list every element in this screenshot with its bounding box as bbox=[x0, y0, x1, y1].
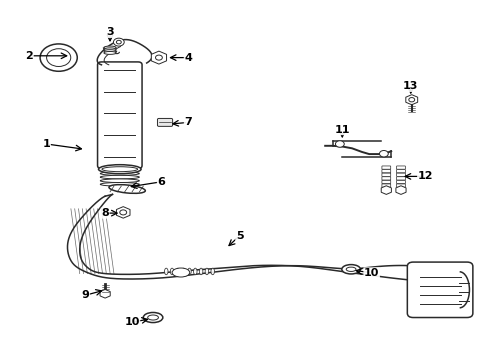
Circle shape bbox=[120, 210, 126, 215]
Ellipse shape bbox=[172, 268, 189, 277]
Ellipse shape bbox=[109, 185, 145, 193]
FancyBboxPatch shape bbox=[407, 262, 472, 318]
FancyBboxPatch shape bbox=[381, 180, 390, 184]
Ellipse shape bbox=[147, 315, 158, 320]
FancyBboxPatch shape bbox=[381, 166, 390, 169]
FancyBboxPatch shape bbox=[396, 170, 405, 173]
FancyBboxPatch shape bbox=[381, 184, 390, 187]
Ellipse shape bbox=[176, 268, 179, 275]
FancyBboxPatch shape bbox=[396, 177, 405, 180]
Ellipse shape bbox=[205, 268, 208, 275]
FancyBboxPatch shape bbox=[157, 118, 172, 126]
Ellipse shape bbox=[187, 268, 191, 275]
FancyBboxPatch shape bbox=[396, 166, 405, 169]
FancyBboxPatch shape bbox=[381, 173, 390, 176]
Text: 8: 8 bbox=[101, 208, 109, 218]
Circle shape bbox=[155, 55, 162, 60]
FancyBboxPatch shape bbox=[381, 177, 390, 180]
Ellipse shape bbox=[102, 167, 138, 172]
FancyBboxPatch shape bbox=[396, 180, 405, 184]
Circle shape bbox=[40, 44, 77, 71]
Ellipse shape bbox=[104, 48, 116, 51]
Circle shape bbox=[335, 141, 344, 147]
Text: 11: 11 bbox=[334, 125, 349, 135]
Text: 13: 13 bbox=[402, 81, 418, 91]
Ellipse shape bbox=[104, 50, 116, 53]
Circle shape bbox=[116, 40, 121, 44]
Text: 12: 12 bbox=[417, 171, 432, 181]
Ellipse shape bbox=[164, 268, 168, 275]
Ellipse shape bbox=[341, 265, 360, 274]
Ellipse shape bbox=[210, 268, 214, 275]
Text: 7: 7 bbox=[184, 117, 192, 127]
Ellipse shape bbox=[346, 267, 355, 271]
FancyBboxPatch shape bbox=[396, 173, 405, 176]
FancyBboxPatch shape bbox=[97, 62, 142, 168]
Text: 5: 5 bbox=[235, 231, 243, 241]
Ellipse shape bbox=[100, 179, 139, 183]
Ellipse shape bbox=[100, 183, 139, 186]
Ellipse shape bbox=[100, 175, 139, 179]
Text: 1: 1 bbox=[42, 139, 50, 149]
Ellipse shape bbox=[104, 51, 116, 54]
Circle shape bbox=[379, 150, 387, 157]
FancyBboxPatch shape bbox=[381, 170, 390, 173]
Ellipse shape bbox=[98, 165, 141, 174]
Text: 3: 3 bbox=[106, 27, 114, 37]
Ellipse shape bbox=[199, 268, 203, 275]
Ellipse shape bbox=[182, 268, 185, 275]
Ellipse shape bbox=[104, 46, 116, 49]
Text: 4: 4 bbox=[184, 53, 192, 63]
Circle shape bbox=[408, 98, 414, 102]
Text: 6: 6 bbox=[157, 177, 165, 187]
Text: 10: 10 bbox=[363, 268, 379, 278]
Text: 2: 2 bbox=[25, 51, 33, 61]
FancyBboxPatch shape bbox=[396, 184, 405, 187]
Ellipse shape bbox=[100, 172, 139, 175]
Ellipse shape bbox=[143, 312, 163, 323]
Ellipse shape bbox=[193, 268, 197, 275]
Ellipse shape bbox=[170, 268, 173, 275]
Text: 10: 10 bbox=[124, 317, 140, 327]
Circle shape bbox=[46, 49, 71, 67]
Circle shape bbox=[113, 38, 124, 46]
Text: 9: 9 bbox=[81, 290, 89, 300]
